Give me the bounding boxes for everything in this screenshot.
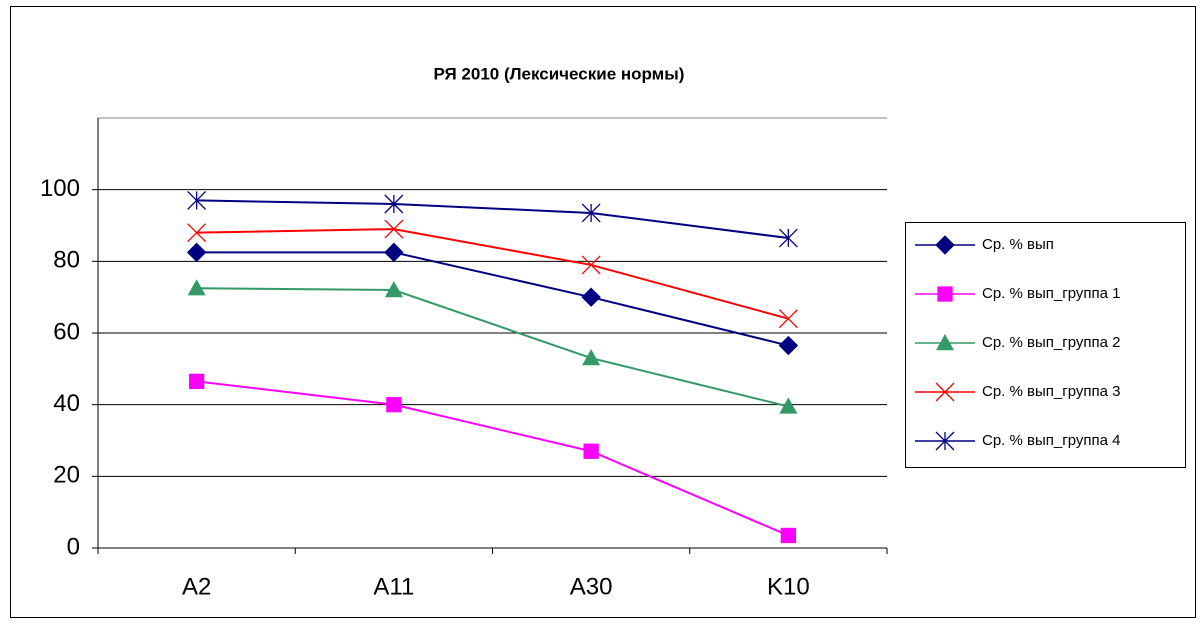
legend-label: Ср. % вып_группа 2 bbox=[982, 334, 1120, 351]
series-line bbox=[196, 228, 789, 320]
legend-marker bbox=[935, 235, 955, 255]
data-point bbox=[582, 349, 601, 366]
data-point bbox=[779, 397, 798, 414]
data-point bbox=[384, 194, 404, 214]
series-line bbox=[196, 199, 789, 240]
data-point bbox=[581, 255, 601, 275]
data-point bbox=[188, 373, 205, 390]
y-tick-label: 20 bbox=[53, 462, 80, 489]
y-tick-label: 60 bbox=[53, 318, 80, 345]
x-tick-label: A30 bbox=[570, 573, 613, 600]
y-tick-label: 0 bbox=[67, 533, 80, 560]
data-point bbox=[187, 223, 207, 243]
series-line bbox=[196, 251, 789, 347]
legend-label: Ср. % вып_группа 3 bbox=[982, 383, 1120, 400]
y-tick-label: 40 bbox=[53, 390, 80, 417]
legend-marker bbox=[937, 286, 953, 302]
series-line bbox=[196, 287, 789, 408]
legend-box bbox=[905, 222, 1186, 468]
x-tick-label: K10 bbox=[767, 573, 810, 600]
legend-label: Ср. % вып bbox=[982, 236, 1054, 253]
data-point bbox=[581, 287, 601, 307]
data-point bbox=[384, 281, 403, 298]
chart-title: РЯ 2010 (Лексические нормы) bbox=[434, 64, 685, 83]
data-point bbox=[778, 309, 798, 329]
data-point bbox=[384, 242, 404, 263]
legend-marker bbox=[935, 382, 955, 402]
y-tick-label: 80 bbox=[53, 247, 80, 274]
x-tick-label: A11 bbox=[373, 573, 414, 600]
data-point bbox=[384, 219, 404, 239]
data-point bbox=[581, 203, 601, 223]
data-point bbox=[186, 242, 207, 263]
data-point bbox=[386, 397, 402, 413]
y-tick-label: 100 bbox=[40, 175, 80, 202]
data-point bbox=[778, 228, 798, 248]
legend-label: Ср. % вып_группа 4 bbox=[982, 432, 1120, 449]
data-point bbox=[583, 443, 599, 459]
x-tick-label: A2 bbox=[182, 573, 211, 600]
data-point bbox=[780, 527, 797, 544]
legend-marker bbox=[936, 334, 954, 351]
data-point bbox=[187, 279, 206, 296]
series-line bbox=[196, 380, 789, 537]
legend-marker bbox=[935, 431, 955, 451]
data-point bbox=[778, 335, 799, 356]
legend-label: Ср. % вып_группа 1 bbox=[982, 285, 1120, 302]
data-point bbox=[187, 190, 207, 210]
